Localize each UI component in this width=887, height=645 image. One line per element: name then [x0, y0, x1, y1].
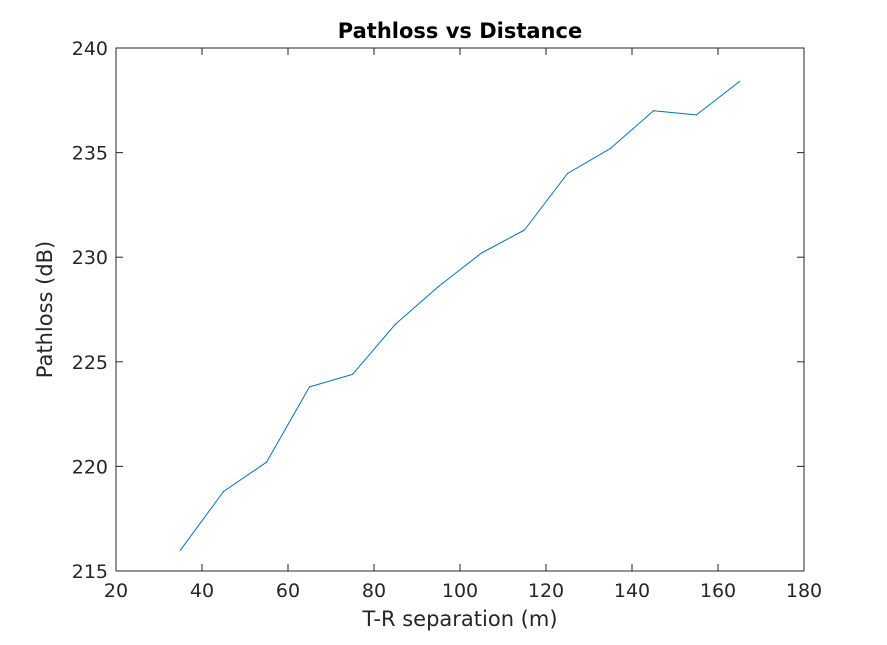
y-tick-label: 215: [72, 561, 108, 583]
x-tick-label: 20: [104, 580, 128, 602]
plot-area: [116, 48, 804, 571]
x-tick-label: 60: [276, 580, 300, 602]
y-tick-label: 220: [72, 456, 108, 478]
x-tick-label: 100: [442, 580, 478, 602]
x-tick-label: 160: [700, 580, 736, 602]
data-point: [738, 80, 741, 83]
data-point: [523, 229, 526, 231]
data-point: [566, 172, 569, 175]
series-line: [180, 81, 740, 551]
x-tick-label: 80: [362, 580, 386, 602]
x-tick-label: 120: [528, 580, 564, 602]
data-point: [308, 386, 311, 388]
x-tick-label: 40: [190, 580, 214, 602]
data-point: [652, 110, 655, 112]
data-point: [695, 114, 698, 116]
data-point: [222, 490, 225, 493]
data-point: [265, 461, 268, 463]
chart-title: Pathloss vs Distance: [338, 19, 582, 43]
y-axis-label: Pathloss (dB): [33, 241, 57, 379]
x-tick-label: 140: [614, 580, 650, 602]
data-point: [437, 285, 440, 288]
data-point: [394, 323, 397, 325]
tick-labels: 20 40 60 80 100 120 140 160 180 215 220 225 230 235 24…: [72, 38, 822, 602]
y-tick-label: 235: [72, 143, 108, 165]
data-point: [351, 373, 354, 375]
y-tick-label: 225: [72, 352, 108, 374]
data-point: [609, 147, 612, 150]
x-tick-label: 180: [786, 580, 822, 602]
x-axis-label: T-R separation (m): [361, 607, 557, 631]
data-point: [179, 549, 182, 551]
series-layer: [179, 80, 741, 551]
data-point: [480, 252, 483, 254]
y-tick-label: 240: [72, 38, 108, 60]
y-tick-label: 230: [72, 247, 108, 269]
axes-box: [115, 47, 805, 572]
